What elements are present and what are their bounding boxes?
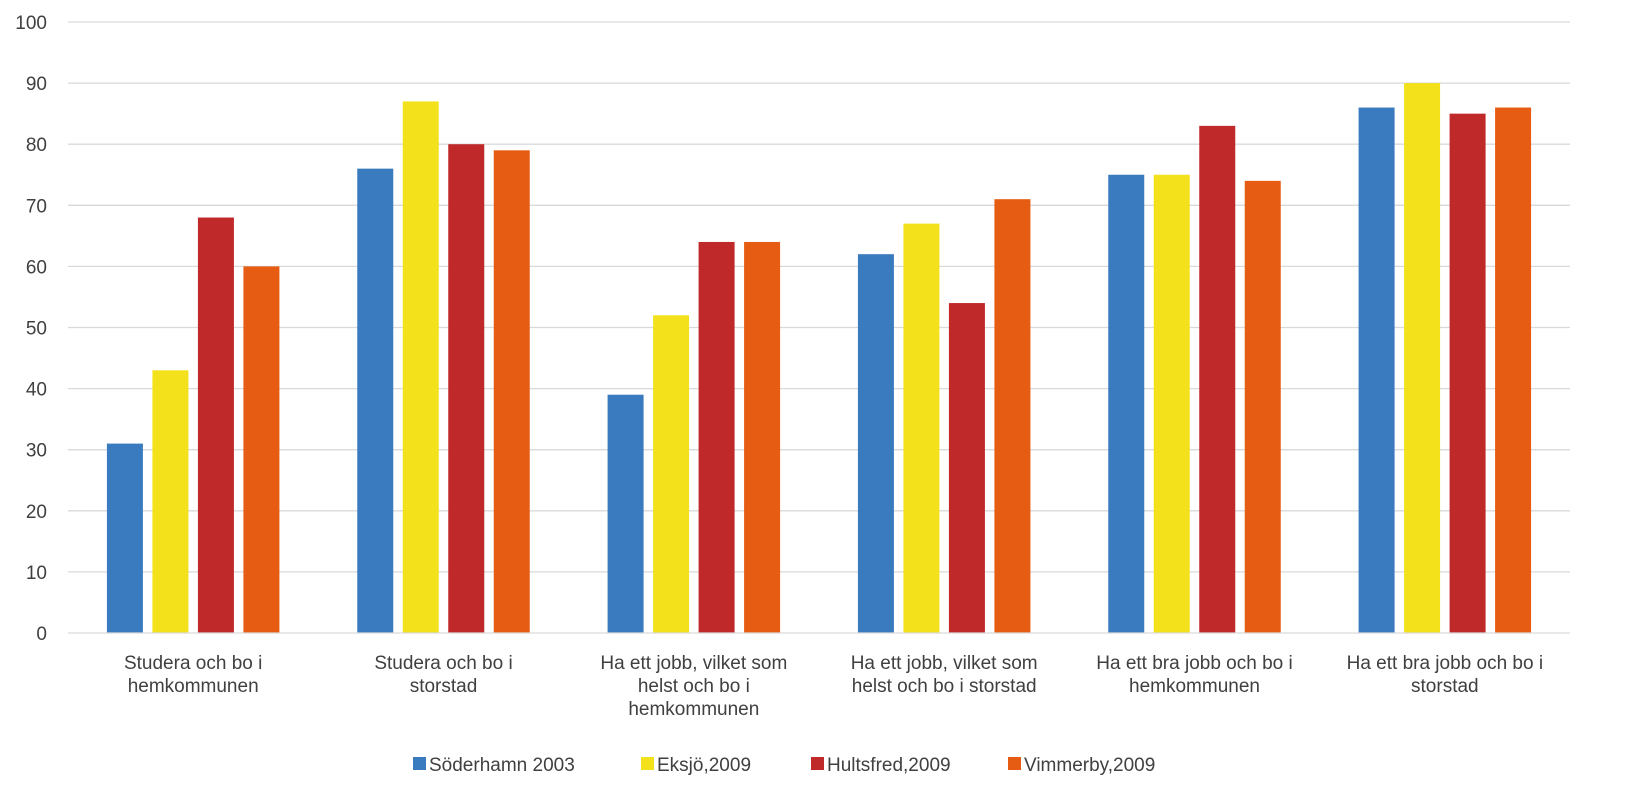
bar xyxy=(1199,125,1236,634)
legend-item: Hultsfred,2009 xyxy=(811,755,951,776)
gridlines xyxy=(68,21,1570,573)
legend: Söderhamn 2003 Eksjö,2009 Hultsfred,2009 Vi… xyxy=(413,755,1155,776)
bar xyxy=(903,223,940,633)
bar xyxy=(106,443,143,633)
bar xyxy=(1449,113,1486,633)
category-label: Ha ett jobb, vilket som helst och bo i st… xyxy=(851,653,1038,697)
y-tick-label: 50 xyxy=(26,319,47,340)
y-tick-label: 10 xyxy=(26,563,47,584)
bar xyxy=(357,168,394,633)
bar xyxy=(948,303,985,633)
category-label: Studera och bo i storstad xyxy=(374,653,512,697)
bar xyxy=(1495,107,1532,634)
category-label: Ha ett jobb, vilket som helst och bo i hem… xyxy=(600,653,787,720)
y-tick-label: 100 xyxy=(15,13,47,34)
legend-item: Söderhamn 2003 xyxy=(413,755,575,776)
legend-swatch xyxy=(1008,757,1021,770)
category-labels: Studera och bo i hemkommunen Studera och b… xyxy=(124,653,1543,720)
bar xyxy=(1404,83,1441,634)
category-label: Ha ett bra jobb och bo i hemkommunen xyxy=(1096,653,1292,697)
y-tick-label: 60 xyxy=(26,257,47,278)
y-axis-ticks: 0 10 20 30 40 50 60 70 80 90 100 xyxy=(15,13,47,645)
bar xyxy=(744,241,781,633)
y-tick-label: 70 xyxy=(26,196,47,217)
category-label: Ha ett bra jobb och bo i storstad xyxy=(1347,653,1543,697)
bar xyxy=(152,370,189,633)
y-tick-label: 80 xyxy=(26,135,47,156)
bar xyxy=(243,266,280,633)
bar xyxy=(994,199,1031,633)
bar xyxy=(653,315,690,633)
legend-swatch xyxy=(811,757,824,770)
bar xyxy=(402,101,439,634)
bar xyxy=(1153,174,1190,633)
legend-swatch xyxy=(413,757,426,770)
y-tick-label: 0 xyxy=(36,624,47,645)
bar xyxy=(1358,107,1395,634)
legend-swatch xyxy=(641,757,654,770)
y-tick-label: 40 xyxy=(26,380,47,401)
legend-label: Söderhamn 2003 xyxy=(429,755,575,776)
bar xyxy=(1244,180,1281,634)
bar xyxy=(1108,174,1145,633)
legend-item: Vimmerby,2009 xyxy=(1008,755,1155,776)
y-tick-label: 20 xyxy=(26,502,47,523)
y-tick-label: 30 xyxy=(26,441,47,462)
bar xyxy=(698,241,735,633)
legend-label: Hultsfred,2009 xyxy=(827,755,951,776)
bar xyxy=(197,217,234,633)
category-label: Studera och bo i hemkommunen xyxy=(124,653,262,697)
bar xyxy=(448,144,485,633)
legend-label: Vimmerby,2009 xyxy=(1024,755,1155,776)
bars xyxy=(106,83,1532,634)
legend-label: Eksjö,2009 xyxy=(657,755,751,776)
y-tick-label: 90 xyxy=(26,74,47,95)
bar xyxy=(607,394,644,633)
bar xyxy=(493,150,530,633)
bar xyxy=(857,254,894,633)
legend-item: Eksjö,2009 xyxy=(641,755,751,776)
